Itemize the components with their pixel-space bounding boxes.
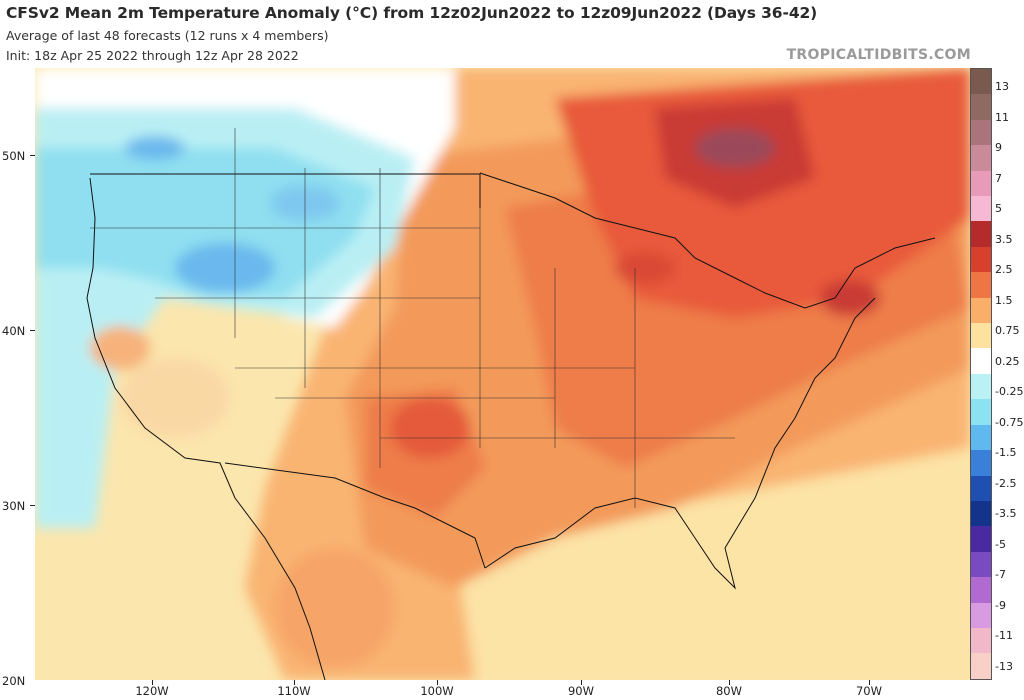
boundaries [86, 128, 936, 680]
colorbar-swatch [971, 145, 991, 171]
colorbar-swatch [971, 399, 991, 425]
latitude-label-30n: 30N [2, 499, 26, 513]
latitude-label-20n: 20N [2, 674, 26, 688]
map-subtitle-forecast-average: Average of last 48 forecasts (12 runs x … [6, 28, 329, 43]
colorbar-swatch [971, 196, 991, 222]
colorbar [970, 68, 992, 680]
colorbar-swatch [971, 551, 991, 578]
colorbar-swatch [971, 526, 991, 552]
colorbar-swatch [971, 348, 991, 374]
longitude-tick [581, 680, 582, 685]
colorbar-swatch [971, 373, 991, 400]
colorbar-label: 1.5 [995, 293, 1013, 307]
colorbar-label: -13 [995, 659, 1013, 673]
colorbar-label: 9 [995, 141, 1002, 154]
longitude-label-100w: 100W [420, 684, 454, 698]
colorbar-label: -11 [995, 629, 1013, 642]
colorbar-swatch [971, 424, 991, 451]
longitude-label-110w: 110W [277, 684, 311, 698]
map-subtitle-init-time: Init: 18z Apr 25 2022 through 12z Apr 28… [6, 48, 299, 63]
colorbar-swatch [971, 297, 991, 324]
latitude-label-50n: 50N [2, 149, 26, 163]
colorbar-swatch [971, 450, 991, 476]
colorbar-label: 11 [995, 110, 1009, 124]
longitude-tick [152, 680, 153, 685]
anomaly-shading [35, 68, 970, 680]
colorbar-swatch [971, 170, 991, 197]
colorbar-label: 5 [995, 202, 1002, 215]
longitude-tick [437, 680, 438, 685]
colorbar-label: 3.5 [995, 232, 1013, 246]
colorbar-label: 7 [995, 171, 1002, 185]
colorbar-label: 0.75 [995, 324, 1020, 337]
map-title: CFSv2 Mean 2m Temperature Anomaly (°C) f… [6, 4, 818, 22]
colorbar-swatch [971, 475, 991, 501]
colorbar-label: -7 [995, 568, 1006, 581]
colorbar-label: -2.5 [995, 476, 1017, 490]
colorbar-swatch [971, 69, 991, 95]
colorbar-swatch [971, 272, 991, 298]
longitude-label-120w: 120W [135, 684, 169, 698]
latitude-tick [30, 155, 35, 156]
longitude-label-70w: 70W [855, 684, 882, 698]
colorbar-label: 2.5 [995, 263, 1013, 276]
colorbar-swatch [971, 653, 991, 679]
colorbar-swatch [971, 627, 991, 654]
colorbar-label: -1.5 [995, 446, 1017, 459]
longitude-label-90w: 90W [567, 684, 594, 698]
colorbar-swatch [971, 323, 991, 349]
colorbar-label: -0.25 [995, 385, 1024, 398]
longitude-tick [294, 680, 295, 685]
colorbar-swatch [971, 577, 991, 603]
colorbar-swatch [971, 602, 991, 628]
colorbar-swatch [971, 500, 991, 527]
anomaly-field-svg [35, 68, 970, 680]
longitude-label-80w: 80W [715, 684, 742, 698]
longitude-tick [869, 680, 870, 685]
colorbar-label: 0.25 [995, 354, 1020, 368]
colorbar-label: -9 [995, 598, 1006, 612]
colorbar-label: -0.75 [995, 415, 1024, 429]
colorbar-swatch [971, 246, 991, 273]
latitude-label-40n: 40N [2, 324, 26, 338]
longitude-tick [729, 680, 730, 685]
latitude-tick [30, 330, 35, 331]
brand-watermark[interactable]: TROPICALTIDBITS.COM [786, 47, 971, 63]
colorbar-label: -5 [995, 537, 1006, 551]
colorbar-swatch [971, 119, 991, 146]
colorbar-label: 13 [995, 80, 1009, 93]
latitude-tick [30, 505, 35, 506]
anomaly-map [35, 68, 970, 680]
colorbar-swatch [971, 94, 991, 120]
colorbar-swatch [971, 221, 991, 247]
colorbar-label: -3.5 [995, 507, 1017, 520]
